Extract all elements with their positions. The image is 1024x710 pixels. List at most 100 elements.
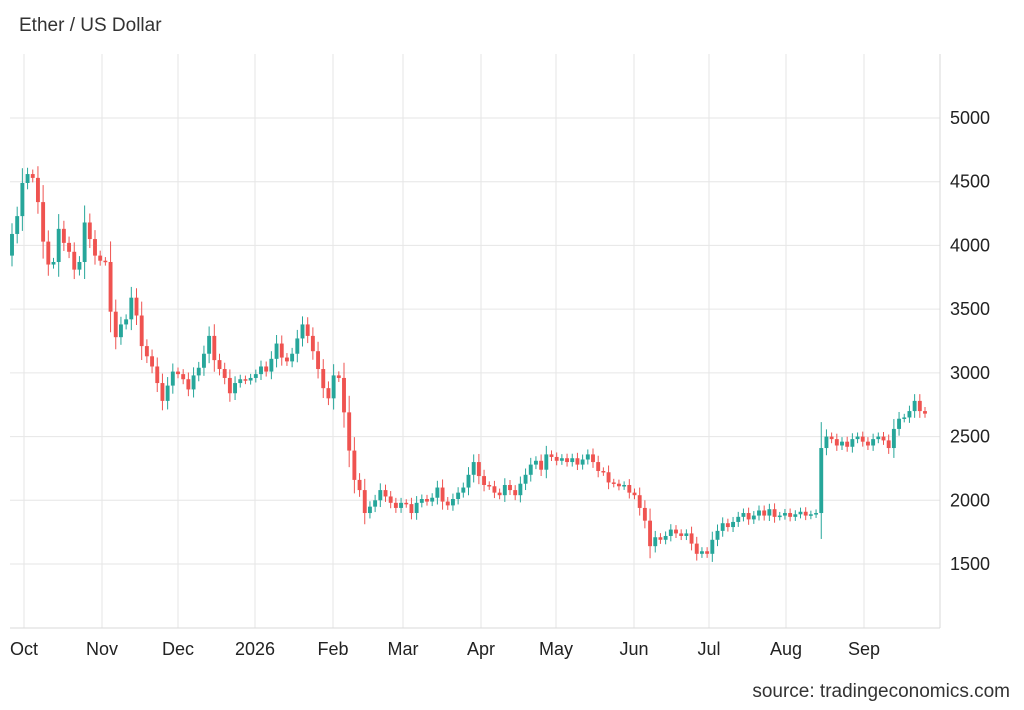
candle-body <box>383 490 388 497</box>
candle-body <box>259 366 263 375</box>
candle-body <box>518 483 523 496</box>
candle-body <box>352 450 357 480</box>
candle-body <box>689 533 694 544</box>
candle-body <box>539 460 544 470</box>
candle-body <box>72 251 77 270</box>
candle-body <box>881 436 886 441</box>
candle-body <box>876 436 881 440</box>
candle-body <box>684 533 689 536</box>
candle-body <box>715 530 720 540</box>
candle-body <box>264 366 269 372</box>
candle-body <box>533 460 538 465</box>
candle-body <box>611 482 616 484</box>
y-tick-label: 4000 <box>950 235 990 255</box>
candle-body <box>373 500 378 507</box>
candle-body <box>155 366 160 384</box>
candle-body <box>176 371 180 375</box>
candle-body <box>409 504 414 514</box>
candle-body <box>476 462 481 477</box>
candle-body <box>238 379 243 384</box>
candle-body <box>77 261 82 270</box>
candles <box>10 166 927 562</box>
candle-body <box>897 418 902 429</box>
candle-body <box>482 476 487 485</box>
y-tick-label: 3500 <box>950 299 990 319</box>
candle-body <box>829 436 834 440</box>
x-tick-label: Dec <box>162 639 194 659</box>
candle-body <box>191 375 196 390</box>
candle-body <box>87 222 92 240</box>
candle-body <box>544 454 549 470</box>
candle-body <box>295 338 300 354</box>
candle-body <box>440 487 445 502</box>
candle-body <box>222 369 227 378</box>
candle-body <box>798 511 803 515</box>
candle-body <box>378 490 383 501</box>
candle-body <box>767 509 772 516</box>
candle-body <box>399 502 404 508</box>
candle-body <box>41 202 46 242</box>
candle-body <box>212 335 217 361</box>
y-tick-label: 2000 <box>950 490 990 510</box>
candle-body <box>456 492 461 500</box>
candle-body <box>746 513 751 520</box>
candle-body <box>834 439 839 446</box>
candle-body <box>648 520 653 547</box>
candle-body <box>762 510 767 516</box>
candle-body <box>404 502 409 505</box>
candle-body <box>508 484 512 491</box>
candle-body <box>279 343 284 358</box>
candle-body <box>56 228 61 262</box>
candle-body <box>487 484 492 487</box>
candle-body <box>46 241 51 265</box>
candle-body <box>751 515 756 520</box>
candle-body <box>824 436 829 449</box>
candle-body <box>502 484 507 496</box>
candle-body <box>419 499 424 503</box>
candle-body <box>736 516 741 522</box>
candle-body <box>124 319 129 325</box>
candle-body <box>674 529 678 534</box>
candle-body <box>347 412 352 451</box>
candle-body <box>554 456 559 461</box>
candle-body <box>30 174 35 178</box>
candle-body <box>201 353 206 368</box>
candle-body <box>788 513 793 517</box>
candle-body <box>445 501 450 506</box>
candle-body <box>305 324 310 336</box>
candle-body <box>907 411 912 418</box>
x-tick-label: Apr <box>467 639 495 659</box>
x-tick-label: Feb <box>317 639 348 659</box>
candle-body <box>316 351 321 370</box>
candle-body <box>923 411 927 414</box>
candle-body <box>388 496 393 503</box>
candle-body <box>461 487 466 493</box>
x-tick-label: Jun <box>619 639 648 659</box>
candle-body <box>782 513 787 516</box>
candle-body <box>513 490 518 496</box>
candle-body <box>725 523 730 528</box>
candle-body <box>253 374 258 378</box>
candle-body <box>585 454 590 460</box>
candle-body <box>497 492 502 496</box>
candle-body <box>793 514 798 517</box>
candle-body <box>129 297 134 320</box>
grid <box>10 54 940 628</box>
candle-body <box>565 458 570 463</box>
candle-body <box>425 499 429 502</box>
candle-body <box>108 261 113 312</box>
candle-body <box>430 497 435 502</box>
candle-body <box>118 324 123 338</box>
candle-body <box>653 537 658 547</box>
candle-body <box>663 535 668 540</box>
candle-body <box>860 436 865 442</box>
candle-body <box>606 472 611 483</box>
x-tick-label: Jul <box>697 639 720 659</box>
candle-body <box>471 462 476 475</box>
candle-body <box>274 343 279 359</box>
candle-body <box>67 242 72 252</box>
candle-body <box>150 356 155 367</box>
source-label: source: tradingeconomics.com <box>752 681 1010 702</box>
candle-body <box>528 464 533 475</box>
candle-body <box>492 486 497 493</box>
